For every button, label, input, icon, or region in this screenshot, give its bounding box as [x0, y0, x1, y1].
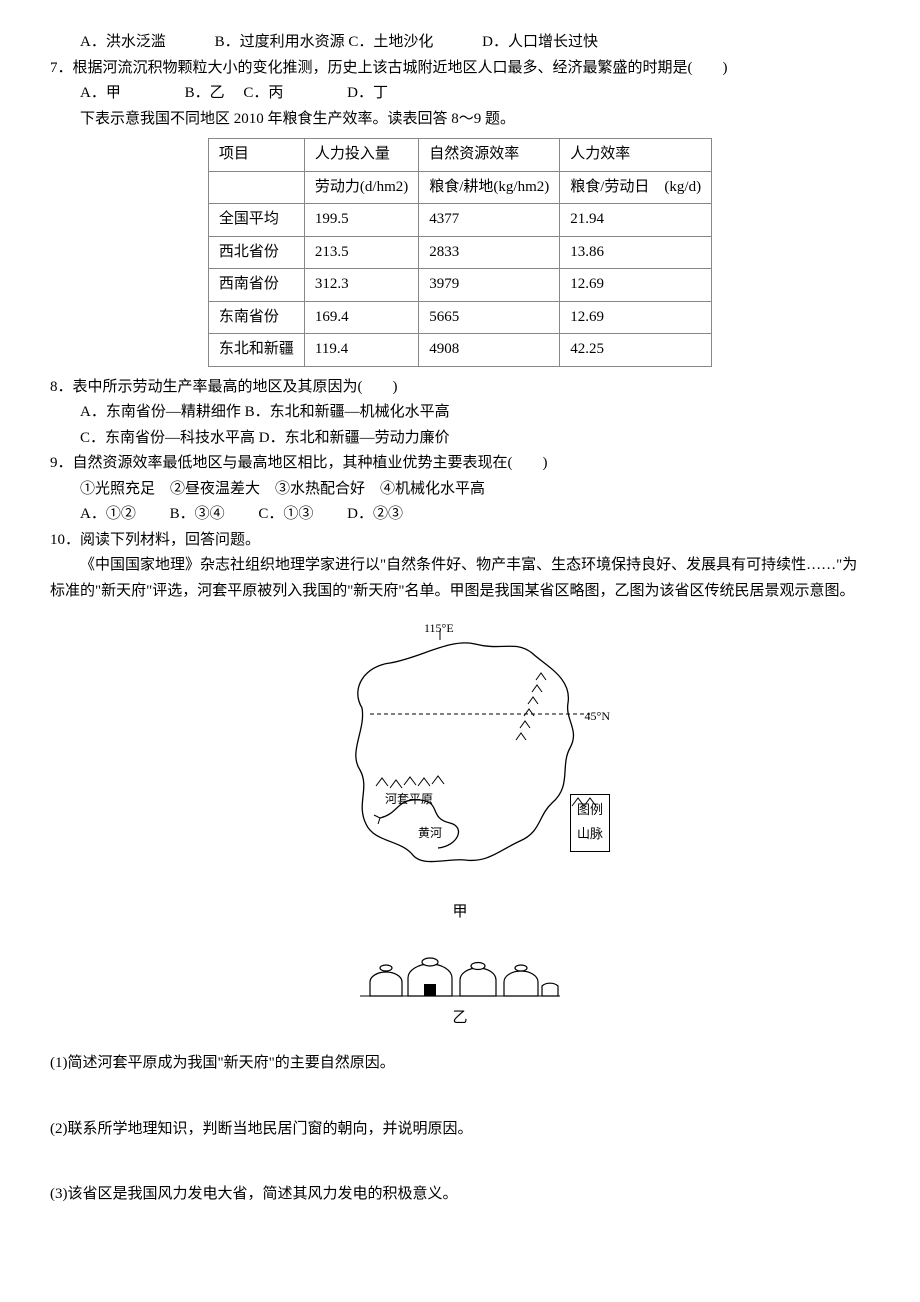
q7-opt-a: A．甲: [80, 85, 121, 101]
q7-opt-b: B．乙: [185, 85, 225, 101]
q9-opt-b: B．③④: [170, 506, 225, 522]
table-row: 东南省份 169.4 5665 12.69: [208, 301, 711, 334]
q8-opt-d: D．东北和新疆—劳动力廉价: [259, 430, 450, 446]
q10-paragraph: 《中国国家地理》杂志社组织地理学家进行以"自然条件好、物产丰富、生态环境保持良好…: [50, 553, 870, 604]
map-svg: [310, 618, 610, 898]
yurt-svg: [360, 932, 560, 1004]
sub-2: 粮食/耕地(kg/hm2): [419, 171, 560, 204]
table-subheader-row: 劳动力(d/hm2) 粮食/耕地(kg/hm2) 粮食/劳动日 (kg/d): [208, 171, 711, 204]
q8-line2: C．东南省份—科技水平高 D．东北和新疆—劳动力廉价: [80, 426, 870, 452]
mountain-icon: [571, 795, 597, 807]
q10-stem: 10．阅读下列材料，回答问题。: [50, 528, 870, 554]
q10-sub1: (1)简述河套平原成为我国"新天府"的主要自然原因。: [50, 1051, 870, 1077]
caption-yi: 乙: [452, 1006, 467, 1032]
q6-opt-a: A．洪水泛滥: [80, 34, 166, 50]
figure-jia: 115°E 45°N 河套平原 黄河 图例 山脉: [50, 618, 870, 1031]
table-row: 西南省份 312.3 3979 12.69: [208, 269, 711, 302]
q9-opt-a: A．①②: [80, 506, 136, 522]
th-2: 自然资源效率: [419, 139, 560, 172]
th-3: 人力效率: [560, 139, 712, 172]
sub-0: [208, 171, 304, 204]
q10-sub3: (3)该省区是我国风力发电大省，简述其风力发电的积极意义。: [50, 1182, 870, 1208]
table-row: 全国平均 199.5 4377 21.94: [208, 204, 711, 237]
grain-table-wrap: 项目 人力投入量 自然资源效率 人力效率 劳动力(d/hm2) 粮食/耕地(kg…: [50, 138, 870, 367]
q9-opt-c: C．①③: [258, 506, 313, 522]
sub-1: 劳动力(d/hm2): [304, 171, 418, 204]
table-header-row: 项目 人力投入量 自然资源效率 人力效率: [208, 139, 711, 172]
q10-sub2: (2)联系所学地理知识，判断当地民居门窗的朝向，并说明原因。: [50, 1117, 870, 1143]
q8-line1: A．东南省份—精耕细作 B．东北和新疆—机械化水平高: [80, 400, 870, 426]
q8-opt-b: B．东北和新疆—机械化水平高: [245, 404, 450, 420]
table-row: 东北和新疆 119.4 4908 42.25: [208, 334, 711, 367]
q7-opt-d: D．丁: [347, 85, 388, 101]
q7-stem: 7．根据河流沉积物颗粒大小的变化推测，历史上该古城附近地区人口最多、经济最繁盛的…: [50, 56, 870, 82]
q8-stem: 8．表中所示劳动生产率最高的地区及其原因为( ): [50, 375, 870, 401]
sub-3: 粮食/劳动日 (kg/d): [560, 171, 712, 204]
caption-jia: 甲: [452, 900, 467, 926]
q8-opt-c: C．东南省份—科技水平高: [80, 430, 255, 446]
legend-mountain-label: 山脉: [577, 823, 603, 845]
th-1: 人力投入量: [304, 139, 418, 172]
q6-opt-c: C．土地沙化: [348, 34, 433, 50]
map-legend: 图例 山脉: [570, 794, 610, 852]
map-box: 115°E 45°N 河套平原 黄河 图例 山脉: [310, 618, 610, 898]
q7-options: A．甲 B．乙 C．丙 D．丁: [80, 81, 870, 107]
q9-conditions: ①光照充足 ②昼夜温差大 ③水热配合好 ④机械化水平高: [80, 477, 870, 503]
q6-opt-d: D．人口增长过快: [482, 34, 598, 50]
q9-opt-d: D．②③: [347, 506, 403, 522]
q6-options: A．洪水泛滥 B．过度利用水资源 C．土地沙化 D．人口增长过快: [80, 30, 870, 56]
q9-stem: 9．自然资源效率最低地区与最高地区相比，其种植业优势主要表现在( ): [50, 451, 870, 477]
grain-table: 项目 人力投入量 自然资源效率 人力效率 劳动力(d/hm2) 粮食/耕地(kg…: [208, 138, 712, 367]
q6-opt-b: B．过度利用水资源: [215, 34, 345, 50]
table-row: 西北省份 213.5 2833 13.86: [208, 236, 711, 269]
q9-options: A．①② B．③④ C．①③ D．②③: [80, 502, 870, 528]
table-intro: 下表示意我国不同地区 2010 年粮食生产效率。读表回答 8～9 题。: [80, 107, 870, 133]
q8-opt-a: A．东南省份—精耕细作: [80, 404, 241, 420]
th-0: 项目: [208, 139, 304, 172]
q7-opt-c: C．丙: [243, 85, 283, 101]
